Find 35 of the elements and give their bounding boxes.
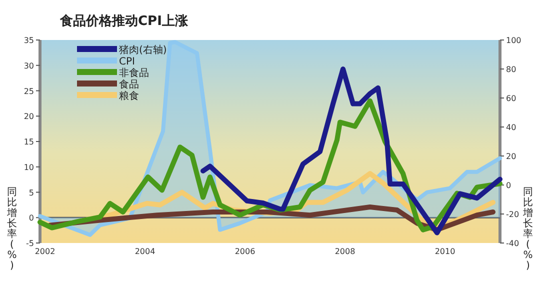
y-tick-label: 30: [24, 61, 34, 70]
legend-item: 非食品: [77, 68, 149, 79]
y-tick-label: 15: [24, 138, 34, 146]
legend-item: 粮食: [77, 91, 139, 102]
legend-label: 非食品: [119, 67, 149, 79]
legend-item: 食品: [77, 80, 139, 90]
x-tick-label: 2008: [334, 247, 356, 256]
legend-label: 粮食: [119, 90, 139, 102]
y2-tick-label: 100: [506, 36, 522, 45]
x-tick-label: 2004: [134, 247, 156, 256]
y-tick-label: -5: [26, 239, 34, 248]
y2-tick-label: 60: [506, 94, 516, 103]
legend-label: 食品: [119, 78, 139, 90]
y2-axis-title: 同比增长率(%): [522, 187, 533, 272]
y-tick-label: 25: [24, 86, 34, 96]
y2-tick-label: 80: [506, 65, 516, 74]
y-tick-label: 35: [24, 36, 34, 45]
y2-tick-label: 40: [506, 123, 516, 132]
x-tick-label: 2006: [234, 247, 256, 256]
y-tick-label: 20: [24, 112, 34, 122]
y-tick-label: 10: [24, 162, 34, 172]
legend-item: CPI: [77, 56, 135, 68]
x-tick-label: 2002: [34, 247, 56, 256]
y2-tick-label: -40: [506, 239, 520, 248]
y2-tick-label: 20: [506, 152, 516, 161]
y-tick-label: 0: [28, 214, 34, 223]
y-tick-label: 5: [28, 188, 34, 198]
y-axis-title: 同比增长率(%): [6, 187, 17, 272]
x-tick-label: 2010: [434, 247, 456, 256]
chart-title: 食品价格推动CPI上涨: [59, 14, 189, 29]
legend-label: 猪肉(右轴): [119, 44, 167, 56]
legend-item: 猪肉(右轴): [77, 45, 167, 56]
y2-tick-label: -20: [506, 210, 520, 219]
y2-tick-label: 0: [506, 181, 512, 190]
legend-label: CPI: [119, 56, 135, 68]
